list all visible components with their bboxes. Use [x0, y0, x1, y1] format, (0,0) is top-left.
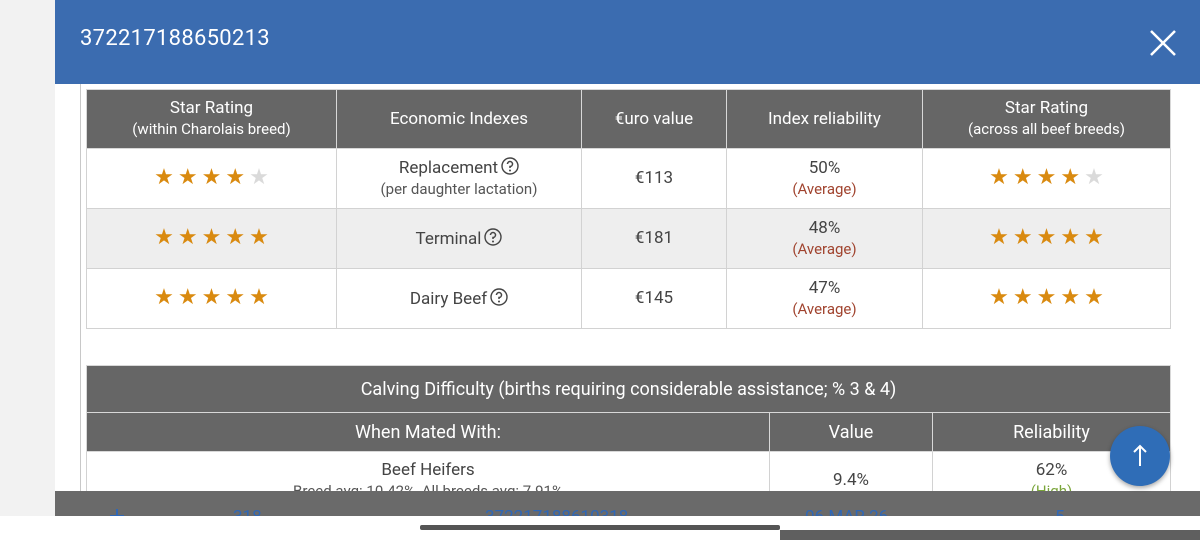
- star: ★: [1060, 165, 1081, 190]
- reliability: 50%: [808, 157, 841, 178]
- background-cell: 372217188610318: [485, 507, 628, 516]
- star: ★: [177, 225, 198, 250]
- modal-title: 372217188650213: [80, 26, 270, 51]
- column-header: €uro value: [581, 89, 727, 149]
- table-row: ★ ★ ★ ★ ★ Terminal €181 48% (Average) ★ ★ ★ ★ ★: [86, 208, 1171, 269]
- index-table: Star Rating (within Charolais breed) Econo…: [86, 89, 1171, 329]
- column-header: Index reliability: [726, 89, 923, 149]
- header-title: €uro value: [614, 108, 694, 129]
- star: ★: [154, 165, 174, 190]
- rating-cell: ★ ★ ★ ★ ★: [86, 208, 337, 269]
- rating-cell: ★ ★ ★ ★ ★: [922, 148, 1171, 209]
- star: ★: [1012, 165, 1033, 190]
- index-cell: Replacement (per daughter lactation): [336, 148, 582, 209]
- star: ★: [1036, 165, 1057, 190]
- bottom-bar: [780, 530, 1200, 540]
- reliability: 62%: [1035, 460, 1068, 480]
- reliability-cell: 47% (Average): [726, 268, 923, 329]
- reliability: 48%: [808, 217, 841, 238]
- header-title: Star Rating: [1004, 98, 1089, 118]
- reliability: 47%: [808, 277, 841, 298]
- star: ★: [154, 225, 174, 250]
- expand-icon: [110, 509, 124, 516]
- header-subtitle: (across all beef breeds): [968, 120, 1125, 138]
- rating-cell: ★ ★ ★ ★ ★: [86, 268, 337, 329]
- header-subtitle: (within Charolais breed): [132, 120, 291, 138]
- header-title: Star Rating: [169, 98, 254, 118]
- star: ★: [1012, 225, 1033, 250]
- star: ★: [225, 225, 246, 250]
- star: ★: [1036, 285, 1057, 310]
- header-title: Economic Indexes: [389, 108, 528, 129]
- reliability-class: (Average): [792, 179, 857, 198]
- scroll-indicator: [420, 525, 780, 530]
- column-header: Star Rating (across all beef breeds): [922, 89, 1171, 149]
- background-cell: 318: [233, 507, 262, 516]
- index-name: Terminal: [415, 228, 482, 249]
- star: ★: [154, 285, 174, 310]
- column-header: Economic Indexes: [336, 89, 582, 149]
- star: ★: [201, 165, 222, 190]
- help-icon[interactable]: [484, 227, 503, 246]
- index-name: Terminal: [337, 227, 581, 250]
- index-name: Replacement: [398, 158, 499, 178]
- star-empty: ★: [1084, 165, 1104, 190]
- rating-cell: ★ ★ ★ ★ ★: [922, 268, 1171, 329]
- euro-value: €145: [581, 268, 727, 329]
- star: ★: [201, 285, 222, 310]
- header-title: Index reliability: [768, 108, 881, 129]
- star-empty: ★: [249, 165, 269, 190]
- index-note: (per daughter lactation): [380, 180, 538, 198]
- help-icon[interactable]: [501, 157, 519, 175]
- star: ★: [989, 225, 1009, 250]
- value: 9.4%: [832, 470, 870, 490]
- index-name: Dairy Beef: [409, 288, 488, 309]
- euro-value: €113: [581, 148, 727, 209]
- star: ★: [177, 285, 198, 310]
- index-cell: Dairy Beef: [336, 268, 582, 329]
- rating-cell: ★ ★ ★ ★ ★: [922, 208, 1171, 269]
- reliability-class: (Average): [792, 299, 857, 318]
- scroll-top-button[interactable]: [1110, 426, 1170, 486]
- index-name: Dairy Beef: [337, 287, 581, 310]
- star: ★: [1036, 225, 1057, 250]
- star: ★: [249, 285, 269, 310]
- index-cell: Terminal: [336, 208, 582, 269]
- background-cell: 06 MAR 26: [805, 507, 888, 516]
- index-name: Replacement: [337, 157, 581, 179]
- rating-cell: ★ ★ ★ ★ ★: [86, 148, 337, 209]
- star: ★: [1060, 225, 1081, 250]
- star: ★: [989, 165, 1009, 190]
- star: ★: [989, 285, 1009, 310]
- column-header: Value: [769, 412, 933, 452]
- background: [0, 0, 55, 516]
- star: ★: [1084, 225, 1104, 250]
- table-row: ★ ★ ★ ★ ★ Dairy Beef €145 47% (Average) ★ ★ ★ ★ ★: [86, 268, 1171, 329]
- reliability-cell: 48% (Average): [726, 208, 923, 269]
- background-cell: 5: [1055, 507, 1065, 516]
- star: ★: [225, 165, 246, 190]
- mated-with: Beef Heifers: [381, 460, 475, 480]
- table-row: ★ ★ ★ ★ ★ Replacement (per daughter lactation)…: [86, 148, 1171, 209]
- star: ★: [201, 225, 222, 250]
- star: ★: [225, 285, 246, 310]
- star: ★: [1084, 285, 1104, 310]
- help-icon[interactable]: [490, 287, 508, 306]
- reliability-class: (Average): [792, 239, 857, 258]
- column-header: Star Rating (within Charolais breed): [86, 89, 337, 149]
- star: ★: [249, 225, 269, 250]
- star: ★: [1060, 285, 1081, 310]
- close-button[interactable]: [1148, 28, 1178, 58]
- reliability-cell: 50% (Average): [726, 148, 923, 209]
- euro-value: €181: [581, 208, 727, 269]
- table-title: Calving Difficulty (births requiring con…: [86, 365, 1171, 413]
- background-row: 318 372217188610318 06 MAR 26 5: [55, 491, 1200, 516]
- star: ★: [177, 165, 198, 190]
- column-header: When Mated With:: [86, 412, 770, 452]
- star: ★: [1012, 285, 1033, 310]
- modal-header: [55, 0, 1200, 84]
